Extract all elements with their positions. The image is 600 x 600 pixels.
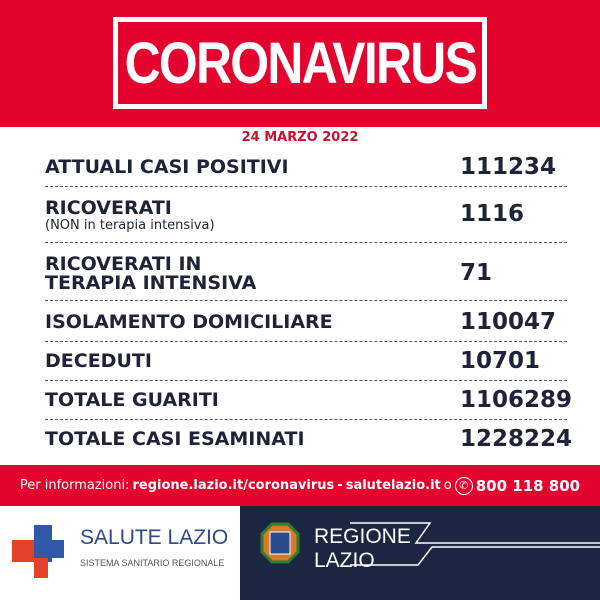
- regione-line2: LAZIO: [314, 549, 375, 572]
- salute-subtitle: SISTEMA SANITARIO REGIONALE: [80, 558, 225, 568]
- stat-row: TOTALE GUARITI 1106289: [45, 381, 572, 420]
- stat-label: DECEDUTI: [45, 350, 152, 372]
- regione-line1: REGIONE: [314, 525, 411, 548]
- stat-value: 110047: [460, 309, 557, 335]
- stat-label: ATTUALI CASI POSITIVI: [45, 156, 289, 178]
- stat-value: 10701: [460, 348, 541, 374]
- info-or: o: [443, 478, 452, 493]
- stat-value: 1106289: [460, 387, 573, 413]
- page-title: CORONAVIRUS: [124, 30, 477, 96]
- report-date: 24 MARZO 2022: [241, 130, 359, 145]
- phone-icon: ✆: [454, 476, 473, 495]
- stat-label: RICOVERATI: [45, 197, 172, 219]
- info-separator: -: [337, 478, 343, 493]
- stat-row: RICOVERATI IN TERAPIA INTENSIVA 71: [45, 243, 567, 301]
- title-box: CORONAVIRUS: [113, 17, 487, 109]
- salute-lazio-logo: SALUTE LAZIO SISTEMA SANITARIO REGIONALE: [0, 506, 240, 600]
- header-banner: CORONAVIRUS: [0, 0, 600, 127]
- stat-label: TOTALE CASI ESAMINATI: [45, 428, 305, 450]
- stat-row: TOTALE CASI ESAMINATI 1228224: [45, 420, 572, 460]
- phone-number[interactable]: 800 118 800: [475, 476, 581, 495]
- stat-value: 71: [460, 260, 493, 286]
- link-regione[interactable]: regione.lazio.it/coronavirus: [132, 478, 335, 493]
- info-prefix: Per informazioni:: [19, 478, 130, 493]
- stat-row: ATTUALI CASI POSITIVI 111234: [45, 152, 567, 187]
- stat-label: RICOVERATI IN: [45, 253, 202, 275]
- stat-sublabel: (NON in terapia intensiva): [45, 218, 215, 233]
- stat-row: ISOLAMENTO DOMICILIARE 110047: [45, 301, 567, 342]
- info-bar: Per informazioni: regione.lazio.it/coron…: [0, 465, 600, 506]
- stat-value: 1116: [460, 201, 525, 227]
- stat-row: RICOVERATI (NON in terapia intensiva) 11…: [45, 187, 567, 243]
- salute-title: SALUTE LAZIO: [80, 526, 229, 549]
- stat-value: 111234: [460, 154, 557, 180]
- link-salutelazio[interactable]: salutelazio.it: [345, 478, 441, 493]
- stat-value: 1228224: [460, 426, 573, 452]
- stat-row: DECEDUTI 10701: [45, 342, 567, 381]
- stat-label: TOTALE GUARITI: [45, 389, 219, 411]
- stat-label-line2: TERAPIA INTENSIVA: [45, 272, 257, 294]
- regione-emblem-icon: [260, 522, 600, 566]
- regione-lazio-logo: REGIONE LAZIO: [240, 506, 600, 600]
- stat-label: ISOLAMENTO DOMICILIARE: [45, 311, 333, 333]
